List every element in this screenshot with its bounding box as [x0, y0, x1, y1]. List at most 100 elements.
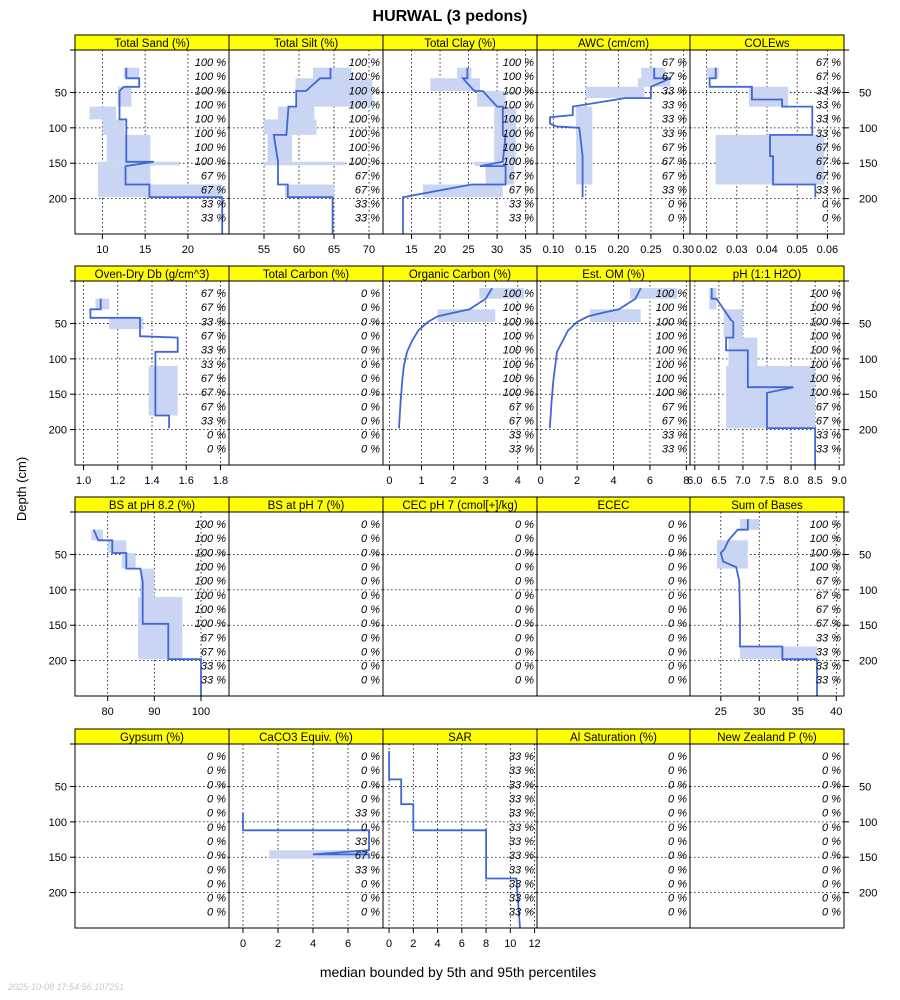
y-tick-label: 200: [49, 425, 67, 437]
x-tick-label: 7.0: [735, 475, 750, 487]
panel-grid-lines: [690, 786, 844, 894]
proportion-label: 33 %: [355, 199, 380, 211]
proportion-label: 33 %: [662, 430, 687, 442]
percentile-band: [706, 67, 719, 79]
percentile-band: [278, 106, 315, 120]
x-tick-label: 30: [753, 706, 765, 718]
percentile-band: [740, 519, 760, 530]
proportion-label: 0 %: [207, 907, 226, 919]
proportion-label: 67 %: [816, 170, 841, 182]
y-tick-label: 200: [859, 888, 877, 900]
percentile-band: [95, 298, 110, 310]
proportion-label: 0 %: [361, 561, 380, 573]
proportion-label: 100 %: [195, 533, 226, 545]
proportion-label: 33 %: [509, 765, 534, 777]
proportion-label: 0 %: [515, 675, 534, 687]
percentile-band: [264, 161, 345, 166]
proportion-label: 33 %: [509, 878, 534, 890]
panel-strip-label: Al Saturation (%): [570, 732, 657, 744]
proportion-label: 0 %: [361, 751, 380, 763]
percentile-band: [437, 309, 496, 322]
x-tick-label: 60: [293, 244, 305, 256]
proportion-label: 67 %: [355, 184, 380, 196]
x-tick-label: 90: [148, 706, 160, 718]
proportion-label: 100 %: [503, 302, 534, 314]
proportion-label: 33 %: [201, 661, 226, 673]
x-tick-label: 3: [483, 475, 489, 487]
proportion-label: 100 %: [349, 85, 380, 97]
proportion-label: 67 %: [662, 156, 687, 168]
proportion-label: 67 %: [816, 57, 841, 69]
proportion-label: 67 %: [662, 170, 687, 182]
proportion-label: 0 %: [668, 822, 687, 834]
median-line: [398, 287, 493, 429]
panel: 100 % 100 % 100 % 100 % 100 % 100 % 100 % 100 %…: [49, 34, 230, 256]
panel-frame: [689, 496, 845, 697]
proportion-label: 0 %: [207, 793, 226, 805]
panel: 0 % 0 % 0 % 0 % 0 % 0 % 0 % 0 % 0 % 0 % 0 % 0 % Al S…: [536, 728, 691, 929]
proportion-label: 0 %: [361, 444, 380, 456]
proportion-label: 33 %: [662, 444, 687, 456]
x-tick-label: 30: [491, 244, 503, 256]
y-tick-label: 100: [49, 123, 67, 135]
y-tick-label: 50: [859, 781, 871, 793]
y-tick-label: 150: [859, 389, 877, 401]
proportion-label: 0 %: [515, 618, 534, 630]
median-line: [710, 288, 816, 465]
proportion-label: 0 %: [361, 632, 380, 644]
proportion-label: 100 %: [656, 373, 687, 385]
median-line: [549, 67, 671, 198]
percentile-band: [295, 78, 373, 107]
percentile-band: [109, 317, 144, 330]
x-tick-label: 35: [519, 244, 531, 256]
proportion-label: 0 %: [207, 765, 226, 777]
percentile-band: [576, 106, 593, 185]
x-tick-label: 1.0: [76, 475, 91, 487]
x-tick-label: 8.0: [783, 475, 798, 487]
panel: 100 % 100 % 100 % 100 % 67 % 67 % 67 % 67 % 33 %…: [689, 496, 877, 718]
panel: 0 % 0 % 0 % 0 % 33 % 0 % 33 % 67 % 33 % 0 % 0 % 0 %…: [228, 728, 384, 950]
proportion-label: 67 %: [816, 156, 841, 168]
proportion-label: 67 %: [201, 170, 226, 182]
x-tick-label: 10: [96, 244, 108, 256]
y-tick-label: 100: [49, 354, 67, 366]
proportion-label: 100 %: [195, 142, 226, 154]
x-tick-label: 6: [345, 938, 351, 950]
proportion-label: 100 %: [195, 128, 226, 140]
proportion-label: 100 %: [195, 71, 226, 83]
panel-data: [398, 287, 525, 429]
panel: 0 % 0 % 0 % 0 % 0 % 0 % 0 % 0 % 0 % 0 % 0 % 0 % ECEC: [536, 496, 691, 697]
proportion-label: 0 %: [207, 836, 226, 848]
percentile-band: [485, 166, 515, 185]
median-line: [548, 287, 642, 429]
proportion-label: 100 %: [503, 316, 534, 328]
proportion-label: 100 %: [195, 99, 226, 111]
percentile-band: [715, 134, 825, 185]
proportion-label: 33 %: [816, 430, 841, 442]
proportion-label: 33 %: [201, 345, 226, 357]
proportion-label: 33 %: [816, 632, 841, 644]
y-tick-label: 150: [859, 158, 877, 170]
proportion-label: 100 %: [503, 114, 534, 126]
proportion-label: 33 %: [509, 751, 534, 763]
percentile-band: [477, 91, 506, 107]
x-tick-label: 1.8: [213, 475, 228, 487]
proportion-label: 33 %: [355, 836, 380, 848]
x-tick-label: 8.5: [807, 475, 822, 487]
proportion-label: 33 %: [816, 128, 841, 140]
panel-data: [388, 751, 521, 928]
timestamp: 2025-10-08 17:54:56.107251: [7, 982, 124, 992]
panel: 0 % 0 % 0 % 0 % 0 % 0 % 0 % 0 % 0 % 0 % 0 % 0 % CEC …: [382, 496, 538, 697]
proportion-label: 0 %: [361, 288, 380, 300]
proportion-label: 67 %: [509, 170, 534, 182]
proportion-label: 33 %: [509, 430, 534, 442]
x-tick-label: 70: [363, 244, 375, 256]
panel-strip-label: pH (1:1 H2O): [733, 269, 802, 281]
y-axis-label: Depth (cm): [14, 457, 29, 521]
proportion-label: 100 %: [195, 57, 226, 69]
proportion-label: 67 %: [201, 632, 226, 644]
x-tick-label: 0.10: [543, 244, 564, 256]
percentile-band: [748, 86, 789, 107]
proportion-label: 100 %: [810, 288, 841, 300]
proportion-label: 100 %: [503, 99, 534, 111]
